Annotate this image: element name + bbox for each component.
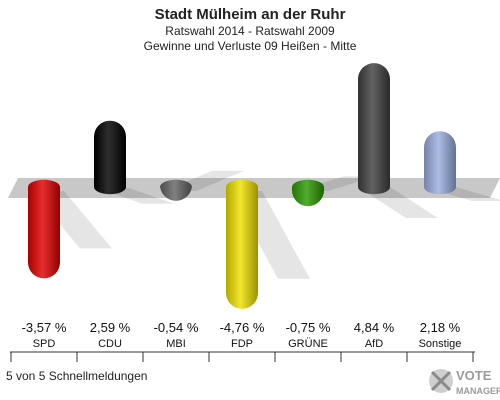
value-label: 2,59 % (90, 320, 131, 335)
chart-subtitle-1: Ratswahl 2014 - Ratswahl 2009 (165, 24, 335, 38)
chart-subtitle-2: Gewinne und Verluste 09 Heißen - Mitte (144, 39, 357, 53)
value-label: -0,75 % (286, 320, 331, 335)
category-labels-layer: SPD CDU MBI FDP GRÜNE AfD Sonstige (33, 338, 462, 350)
value-labels-layer: -3,57 % 2,59 % -0,54 % -4,76 % -0,75 % 4,84 %… (22, 320, 461, 335)
value-label: 4,84 % (354, 320, 395, 335)
category-label: MBI (166, 338, 186, 350)
category-axis-ticks (10, 352, 474, 362)
category-label: Sonstige (419, 338, 462, 350)
votemanager-logo: VOTE MANAGER (429, 368, 500, 396)
footer-note: 5 von 5 Schnellmeldungen (6, 369, 147, 383)
category-label: AfD (365, 338, 383, 350)
bar-spd (28, 179, 60, 279)
category-label: FDP (231, 338, 253, 350)
bar-grüne (292, 179, 324, 207)
logo-text-manager: MANAGER (456, 386, 500, 396)
value-label: 2,18 % (420, 320, 461, 335)
category-label: SPD (33, 338, 56, 350)
logo-text-vote: VOTE (456, 368, 492, 383)
bar-mbi (160, 179, 192, 201)
bar-shadow (358, 187, 438, 218)
logo-cross-icon (430, 370, 452, 392)
bar-afd (358, 63, 390, 195)
bar-cdu (94, 120, 126, 195)
category-label: CDU (98, 338, 122, 350)
bars-layer (28, 63, 500, 309)
value-label: -4,76 % (220, 320, 265, 335)
bar-fdp (226, 179, 258, 309)
chart-title: Stadt Mülheim an der Ruhr (155, 6, 346, 23)
value-label: -0,54 % (154, 320, 199, 335)
bar-sonstige (424, 131, 456, 195)
category-label: GRÜNE (288, 338, 328, 350)
value-label: -3,57 % (22, 320, 67, 335)
